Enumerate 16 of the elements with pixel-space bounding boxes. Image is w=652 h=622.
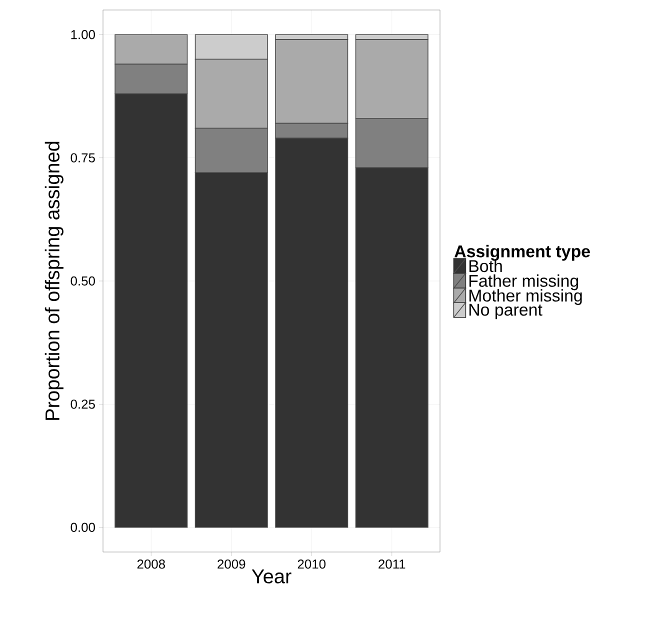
x-tick-label: 2011 [378,560,406,569]
y-tick-label: 0.75 [70,153,95,162]
legend-title: Assignment type [454,244,590,261]
x-tick-label: 2010 [298,560,326,569]
y-tick-label: 0.50 [70,276,95,286]
y-axis-title: Proportion of offspring assigned [44,142,64,420]
y-tick-label: 1.00 [71,30,95,40]
x-tick-label: 2009 [218,560,246,569]
x-tick-label: 2008 [137,560,165,569]
x-axis-title: Year [252,570,292,584]
legend-label: No parent [469,304,542,320]
legend-label: Mother missing [469,289,582,305]
legend-label: Father missing [469,274,578,290]
legend-label: Both [469,260,502,272]
y-tick-label: 0.00 [70,522,95,532]
y-tick-label: 0.25 [70,400,95,409]
